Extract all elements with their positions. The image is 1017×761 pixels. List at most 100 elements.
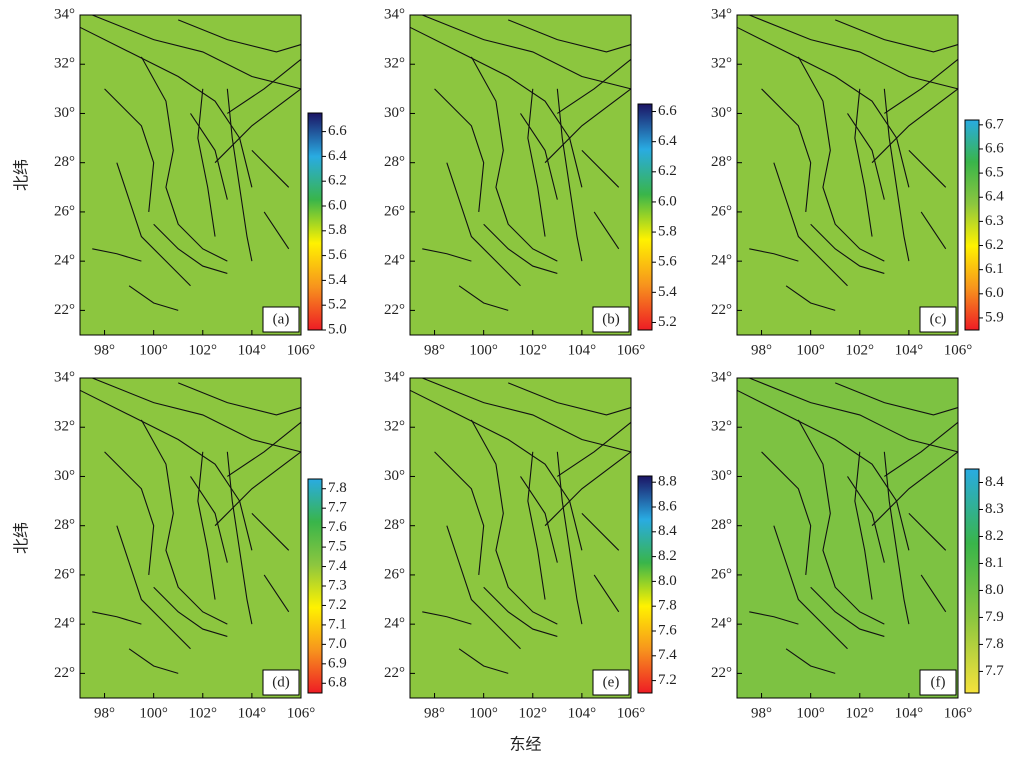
colorbar-tick-label: 6.0: [658, 193, 677, 209]
fault-line: [153, 586, 228, 637]
y-tick-label: 30°: [384, 105, 405, 121]
colorbar-tick-label: 5.9: [985, 309, 1004, 325]
x-tick-label: 104°: [238, 705, 267, 721]
colorbar-tick-label: 7.6: [658, 622, 677, 638]
y-tick-label: 26°: [54, 566, 75, 582]
fault-line: [810, 586, 885, 637]
fault-line: [197, 451, 216, 600]
y-tick-label: 34°: [54, 369, 75, 385]
y-tick-label: 30°: [711, 105, 732, 121]
fault-line: [214, 88, 302, 164]
colorbar-tick-label: 7.8: [985, 636, 1004, 652]
colorbar-tick-label: 6.4: [658, 133, 677, 149]
panel-label-box: [262, 306, 300, 333]
y-tick-label: 28°: [384, 517, 405, 533]
fault-line: [520, 113, 558, 200]
colorbar-tick-label: 7.7: [985, 663, 1004, 679]
y-tick-label: 34°: [384, 369, 405, 385]
fault-line: [92, 611, 142, 625]
x-tick-label: 102°: [846, 705, 875, 721]
fault-line: [773, 525, 848, 650]
fault-line: [854, 451, 873, 600]
colorbar-tick-label: 5.4: [658, 284, 677, 300]
x-tick-label: 104°: [568, 342, 597, 358]
y-tick-label: 32°: [54, 56, 75, 72]
panel-label: (a): [273, 311, 290, 327]
colorbar: [307, 112, 323, 331]
fault-line: [785, 648, 836, 674]
x-tick-label: 100°: [469, 705, 498, 721]
y-tick-label: 32°: [384, 419, 405, 435]
x-tick-label: 106°: [287, 705, 316, 721]
fault-line: [226, 88, 253, 262]
x-tick-label: 102°: [846, 342, 875, 358]
colorbar: [964, 468, 980, 694]
x-tick-label: 100°: [796, 705, 825, 721]
x-tick-label: 102°: [189, 705, 218, 721]
y-tick-label: 32°: [54, 419, 75, 435]
fault-line: [422, 611, 472, 625]
x-tick-label: 102°: [519, 705, 548, 721]
colorbar-tick-label: 5.4: [328, 272, 347, 288]
fault-line: [835, 19, 959, 53]
fault-line: [197, 88, 216, 237]
fault-line: [871, 451, 959, 527]
colorbar-tick-label: 7.4: [658, 647, 677, 663]
y-axis-label: 北纬: [12, 159, 31, 191]
colorbar-tick-label: 8.0: [658, 573, 677, 589]
fault-line: [785, 285, 836, 311]
fault-line: [483, 586, 558, 637]
colorbar-tick-label: 7.2: [658, 672, 677, 688]
y-tick-label: 32°: [384, 56, 405, 72]
colorbar-tick-label: 7.7: [328, 500, 347, 516]
fault-line: [116, 162, 191, 287]
fault-line: [178, 382, 302, 416]
x-tick-label: 98°: [94, 342, 115, 358]
colorbar-tick-label: 6.4: [328, 148, 347, 164]
fault-line: [797, 419, 885, 625]
fault-line: [140, 56, 228, 262]
y-tick-label: 22°: [711, 302, 732, 318]
fault-line: [458, 648, 509, 674]
fault-line: [736, 389, 910, 551]
colorbar-tick-label: 6.4: [985, 189, 1004, 205]
x-tick-label: 104°: [238, 342, 267, 358]
fault-line: [190, 113, 228, 200]
y-tick-label: 24°: [711, 616, 732, 632]
plot-frame: [736, 14, 959, 336]
x-tick-label: 98°: [751, 705, 772, 721]
fault-line: [190, 476, 228, 563]
panel-label: (e): [603, 674, 620, 690]
plot-frame: [409, 14, 632, 336]
colorbar: [637, 103, 653, 331]
colorbar-tick-label: 6.7: [985, 116, 1004, 132]
colorbar-tick-label: 8.6: [658, 498, 677, 514]
map-field: [410, 378, 631, 698]
fault-line: [178, 19, 302, 53]
map-field: [737, 15, 958, 335]
fault-line: [409, 389, 583, 551]
colorbar-tick-label: 6.8: [328, 675, 347, 691]
x-tick-label: 102°: [519, 342, 548, 358]
colorbar-tick-label: 8.3: [985, 501, 1004, 517]
fault-line: [251, 149, 290, 188]
fault-line: [508, 382, 632, 416]
colorbar-tick-label: 7.5: [328, 539, 347, 555]
x-tick-label: 98°: [424, 705, 445, 721]
colorbar-tick-label: 5.8: [328, 222, 347, 238]
colorbar-tick-label: 7.3: [328, 577, 347, 593]
fault-line: [749, 14, 959, 90]
y-tick-label: 26°: [54, 203, 75, 219]
colorbar-tick-label: 6.5: [985, 165, 1004, 181]
x-tick-label: 106°: [944, 342, 973, 358]
panel-label-box: [592, 669, 630, 696]
colorbar-tick-label: 8.4: [985, 474, 1004, 490]
fault-line: [263, 211, 290, 250]
fault-line: [847, 113, 885, 200]
x-tick-label: 100°: [796, 342, 825, 358]
y-tick-label: 30°: [54, 468, 75, 484]
y-tick-label: 28°: [384, 154, 405, 170]
fault-line: [422, 14, 632, 90]
plot-frame: [409, 377, 632, 699]
